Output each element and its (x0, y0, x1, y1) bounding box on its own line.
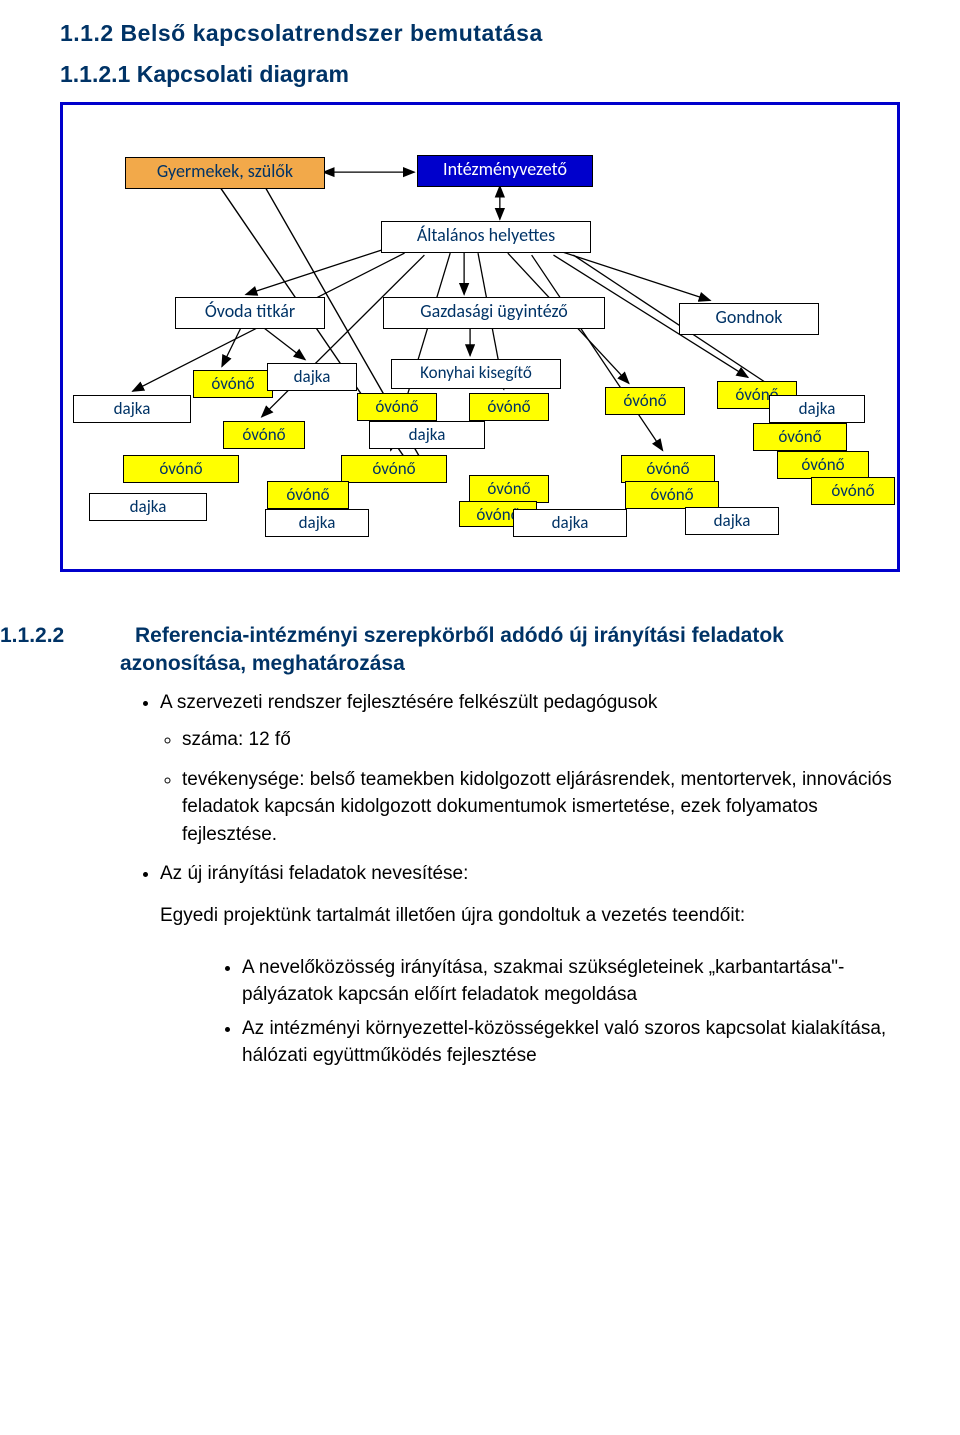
diagram-node-konyhai: Konyhai kisegítő (391, 359, 561, 389)
diagram-node-ov2: óvónő (357, 393, 437, 421)
body-text: A szervezeti rendszer fejlesztésére felk… (124, 689, 900, 1070)
paragraph: Egyedi projektünk tartalmát illetően újr… (160, 902, 900, 930)
diagram-node-ov5: óvónő (605, 387, 685, 415)
circle-item: száma: 12 fő (182, 726, 900, 754)
diagram-node-ov11: óvónő (777, 451, 869, 479)
diagram-node-ov10: óvónő (621, 455, 715, 483)
diagram-node-dj8: dajka (685, 507, 779, 535)
heading-1: 1.1.2 Belső kapcsolatrendszer bemutatása (60, 20, 900, 47)
bullet-list-1: A szervezeti rendszer fejlesztésére felk… (124, 689, 900, 717)
diagram-node-ov9: óvónő (341, 455, 447, 483)
diagram-node-dj5: dajka (89, 493, 207, 521)
diagram-node-ov16: óvónő (811, 477, 895, 505)
circle-list: száma: 12 fő tevékenysége: belső teamekb… (124, 726, 900, 848)
diagram-node-ov8: óvónő (123, 455, 239, 483)
diagram-node-ov14: óvónő (625, 481, 719, 509)
diagram-node-helyettes: Általános helyettes (381, 221, 591, 253)
heading-2: 1.1.2.1 Kapcsolati diagram (60, 61, 900, 88)
diagram-node-ovoda: Óvoda titkár (175, 297, 325, 329)
diagram-node-dj2: dajka (73, 395, 191, 423)
diagram-node-dj1: dajka (267, 363, 357, 391)
heading-3-number: 1.1.2.2 (60, 622, 135, 650)
diagram-node-ov7: óvónő (753, 423, 847, 451)
heading-3: 1.1.2.2Referencia-intézményi szerepkörbő… (60, 622, 900, 679)
bullet-item: Az új irányítási feladatok nevesítése: (160, 860, 900, 888)
bullet-item: A szervezeti rendszer fejlesztésére felk… (160, 689, 900, 717)
diagram-node-gondnok: Gondnok (679, 303, 819, 335)
diagram-node-gazdasagi: Gazdasági ügyintéző (383, 297, 605, 329)
heading-3-text: Referencia-intézményi szerepkörből adódó… (120, 624, 784, 675)
diagram-node-dj6: dajka (265, 509, 369, 537)
diagram-frame: Gyermekek, szülők Intézményvezető Általáno… (60, 102, 900, 572)
circle-item: tevékenysége: belső teamekben kidolgozot… (182, 766, 900, 849)
diagram-node-dj4: dajka (769, 395, 865, 423)
diagram-node-dj3: dajka (369, 421, 485, 449)
diagram-node-gyermekek: Gyermekek, szülők (125, 157, 325, 189)
bullet-list-2: Az új irányítási feladatok nevesítése: (124, 860, 900, 888)
diagram-node-ov1: óvónő (193, 370, 273, 398)
page: 1.1.2 Belső kapcsolatrendszer bemutatása… (0, 0, 960, 1435)
diagram-node-ov3: óvónő (469, 393, 549, 421)
bullet-list-inner: A nevelőközösség irányítása, szakmai szü… (124, 954, 900, 1070)
diagram-node-ov4: óvónő (223, 421, 305, 449)
diagram-node-intezmeny: Intézményvezető (417, 155, 593, 187)
diagram-node-ov12: óvónő (267, 481, 349, 509)
diagram-node-dj7: dajka (513, 509, 627, 537)
bullet-item: Az intézményi környezettel-közösségekkel… (242, 1015, 900, 1070)
diagram-node-ov13: óvónő (469, 475, 549, 503)
bullet-item: A nevelőközösség irányítása, szakmai szü… (242, 954, 900, 1009)
